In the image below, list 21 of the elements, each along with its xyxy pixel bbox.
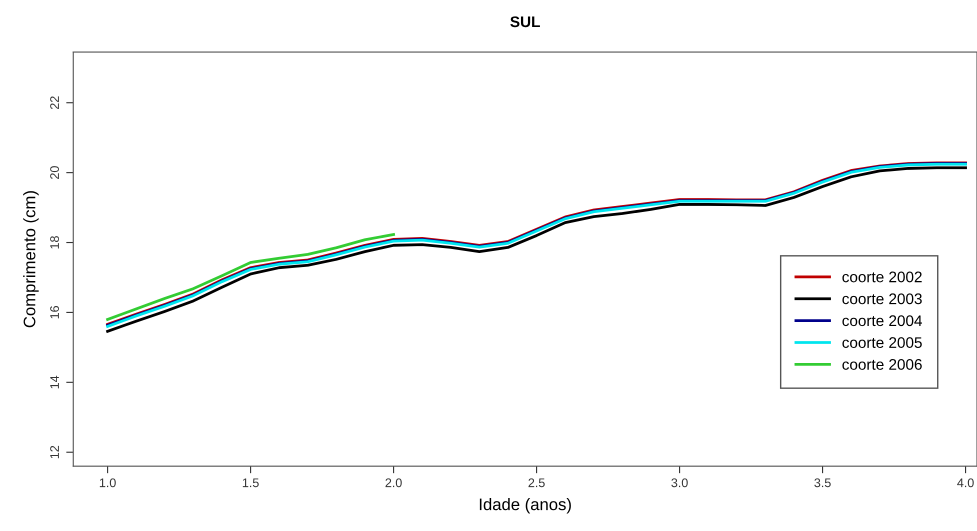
x-tick-label: 4.0	[957, 478, 974, 488]
chart-title: SUL	[510, 16, 540, 28]
legend-label: coorte 2004	[842, 315, 922, 326]
y-tick-label: 16	[50, 306, 59, 318]
y-tick-label: 14	[50, 376, 59, 388]
legend-label: coorte 2003	[842, 293, 922, 304]
y-axis-title: Comprimento (cm)	[23, 191, 39, 328]
x-tick-label: 2.5	[528, 478, 545, 488]
legend-label: coorte 2005	[842, 337, 922, 348]
legend-label: coorte 2006	[842, 359, 922, 370]
x-tick-label: 1.0	[100, 478, 116, 488]
x-tick-label: 3.0	[671, 478, 688, 488]
legend-label: coorte 2002	[842, 272, 922, 282]
y-tick-label: 20	[50, 166, 59, 179]
x-axis-title: Idade (anos)	[480, 498, 571, 514]
x-tick-label: 3.5	[814, 478, 831, 488]
x-tick-label: 2.0	[386, 478, 402, 488]
y-tick-label: 18	[50, 236, 59, 249]
x-tick-label: 1.5	[242, 478, 259, 488]
y-tick-label: 22	[50, 96, 59, 110]
y-tick-label: 12	[50, 446, 59, 458]
